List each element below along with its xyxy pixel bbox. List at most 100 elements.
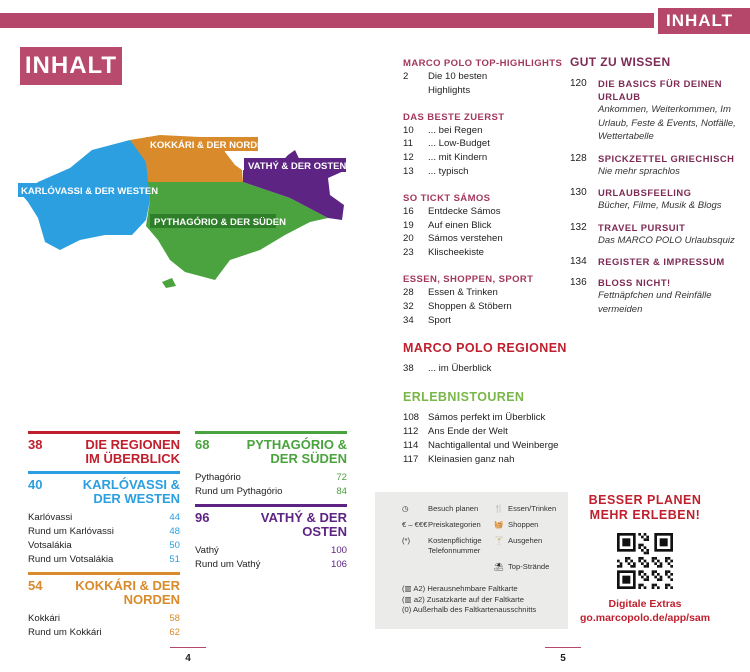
toc-entry[interactable]: 12 ... mit Kindern bbox=[403, 151, 568, 165]
toc-entry[interactable]: 20 Sámos verstehen bbox=[403, 232, 568, 246]
region-entry[interactable]: Votsalákia 50 bbox=[28, 539, 180, 553]
toc-section-heading: ERLEBNISTOUREN bbox=[403, 390, 525, 405]
toc-entry-label: Sámos verstehen bbox=[428, 233, 503, 245]
digital-extras-url[interactable]: go.marcopolo.de/app/sam bbox=[580, 612, 711, 624]
gut-zu-wissen-entry[interactable]: 120 DIE BASICS FÜR DEINEN URLAUB Ankommen,… bbox=[570, 77, 745, 144]
region-entry[interactable]: Rund um Vathý 106 bbox=[195, 558, 347, 572]
region-entry-page: 44 bbox=[169, 512, 180, 523]
svg-text:VATHÝ & DER OSTEN: VATHÝ & DER OSTEN bbox=[248, 160, 346, 172]
page-title: INHALT bbox=[20, 47, 122, 85]
region-entry-label: Pythagório bbox=[195, 472, 241, 483]
toc-entry-label: Klischeekiste bbox=[428, 247, 484, 259]
entry-page-number: 120 bbox=[570, 78, 587, 89]
toc-entry[interactable]: 108 Sámos perfekt im Überblick bbox=[403, 411, 568, 425]
svg-text:PYTHAGÓRIO & DER SÜDEN: PYTHAGÓRIO & DER SÜDEN bbox=[154, 216, 286, 228]
gut-zu-wissen-entry[interactable]: 134 REGISTER & IMPRESSUM bbox=[570, 255, 745, 268]
region-entry-page: 51 bbox=[169, 554, 180, 565]
toc-page-number: 13 bbox=[403, 165, 414, 177]
legend-map-note: (▥ A2) Herausnehmbare Faltkarte bbox=[402, 584, 518, 593]
samos-region-map: KOKKÁRI & DER NORDEN VATHÝ & DER OSTEN K… bbox=[18, 135, 346, 288]
region-page-number: 38 bbox=[28, 437, 43, 452]
toc-entry[interactable]: 32 Shoppen & Stöbern bbox=[403, 300, 568, 314]
region-entry[interactable]: Rund um Karlóvassi 48 bbox=[28, 525, 180, 539]
region-page-number: 68 bbox=[195, 437, 210, 452]
toc-page-number: 10 bbox=[403, 124, 414, 136]
toc-entry[interactable]: Highlights bbox=[403, 84, 568, 98]
toc-entry[interactable]: 19 Auf einen Blick bbox=[403, 219, 568, 233]
toc-page-number: 38 bbox=[403, 363, 414, 375]
region-heading[interactable]: 96 VATHÝ & DER OSTEN bbox=[195, 504, 347, 539]
toc-entry-label: Entdecke Sámos bbox=[428, 205, 501, 217]
entry-text: TRAVEL PURSUIT Das MARCO POLO Urlaubsquiz bbox=[598, 221, 735, 248]
toc-entry[interactable]: 28 Essen & Trinken bbox=[403, 286, 568, 300]
gut-zu-wissen-entry[interactable]: 130 URLAUBSFEELING Bücher, Filme, Musik & … bbox=[570, 186, 745, 213]
toc-entry[interactable]: 13 ... typisch bbox=[403, 165, 568, 179]
region-entry-label: Rund um Kokkári bbox=[28, 627, 102, 638]
map-label-east: VATHÝ & DER OSTEN bbox=[244, 158, 346, 172]
toc-page-number: 20 bbox=[403, 233, 414, 245]
region-entry[interactable]: Rund um Kokkári 62 bbox=[28, 626, 180, 640]
toc-page-number: 114 bbox=[403, 439, 419, 451]
entry-text: URLAUBSFEELING Bücher, Filme, Musik & Blo… bbox=[598, 186, 722, 213]
gut-zu-wissen-entry[interactable]: 136 BLOSS NICHT! Fettnäpfchen und Reinfäll… bbox=[570, 276, 745, 316]
toc-entry[interactable]: 117 Kleinasien ganz nah bbox=[403, 453, 568, 467]
toc-entry[interactable]: 38 ... im Überblick bbox=[403, 362, 568, 376]
region-entry-label: Karlóvassi bbox=[28, 512, 73, 523]
region-heading[interactable]: 54 KOKKÁRI & DER NORDEN bbox=[28, 572, 180, 607]
toc-entry-label: Nachtigallental und Weinberge bbox=[428, 439, 559, 451]
toc-page-number: 12 bbox=[403, 152, 414, 164]
region-group: 68 PYTHAGÓRIO & DER SÜDEN Pythagório 72 Rund… bbox=[195, 431, 347, 499]
toc-entry[interactable]: 34 Sport bbox=[403, 314, 568, 328]
entry-subtitle: Nie mehr sprachlos bbox=[598, 165, 680, 177]
map-region-south[interactable] bbox=[146, 182, 328, 280]
clock-icon: ◷ bbox=[402, 504, 409, 513]
toc-entry[interactable]: 114 Nachtigallental und Weinberge bbox=[403, 439, 568, 453]
toc-page-number bbox=[403, 84, 428, 98]
entry-subtitle: Ankommen, Weiterkommen, Im Urlaub, Feste… bbox=[598, 104, 736, 142]
toc-entry-label: Kleinasien ganz nah bbox=[428, 453, 515, 465]
toc-section: ERLEBNISTOUREN 108 Sámos perfekt im Überbl… bbox=[403, 389, 568, 466]
region-entry[interactable]: Rund um Votsalákia 51 bbox=[28, 553, 180, 567]
toc-entry[interactable]: 16 Entdecke Sámos bbox=[403, 205, 568, 219]
toc-entry-label: ... typisch bbox=[428, 165, 469, 177]
gut-zu-wissen-entry[interactable]: 128 SPICKZETTEL GRIECHISCH Nie mehr sprach… bbox=[570, 152, 745, 179]
region-entry-label: Rund um Vathý bbox=[195, 559, 261, 570]
toc-entry[interactable]: 2 Die 10 besten bbox=[403, 70, 568, 84]
region-entry[interactable]: Karlóvassi 44 bbox=[28, 511, 180, 525]
legend-label: Top-Strände bbox=[508, 562, 550, 571]
toc-entry-label: ... bei Regen bbox=[428, 124, 483, 136]
region-heading[interactable]: 40 KARLÓVASSI & DER WESTEN bbox=[28, 471, 180, 506]
page-number-right: 5 bbox=[545, 647, 581, 664]
qr-code[interactable] bbox=[617, 533, 673, 589]
region-entry-page: 58 bbox=[169, 613, 180, 624]
region-entry[interactable]: Pythagório 72 bbox=[195, 471, 347, 485]
toc-entry[interactable]: 112 Ans Ende der Welt bbox=[403, 425, 568, 439]
entry-page-number: 130 bbox=[570, 187, 587, 198]
entry-page-number: 134 bbox=[570, 256, 587, 267]
entry-page-number: 132 bbox=[570, 221, 587, 233]
gut-zu-wissen-entry[interactable]: 132 TRAVEL PURSUIT Das MARCO POLO Urlaubsq… bbox=[570, 221, 745, 248]
region-entry[interactable]: Rund um Pythagório 84 bbox=[195, 485, 347, 499]
region-entry[interactable]: Kokkári 58 bbox=[28, 612, 180, 626]
entry-title: REGISTER & IMPRESSUM bbox=[598, 256, 725, 267]
toc-section: SO TICKT SÁMOS 16 Entdecke Sámos 19 Auf eine… bbox=[403, 192, 568, 260]
entry-subtitle: Fettnäpfchen und Reinfälle vermeiden bbox=[598, 290, 712, 315]
regions-column-right: 68 PYTHAGÓRIO & DER SÜDEN Pythagório 72 Rund… bbox=[195, 431, 347, 577]
region-entry[interactable]: Vathý 100 bbox=[195, 544, 347, 558]
toc-page-number: 16 bbox=[403, 205, 414, 217]
toc-entry[interactable]: 10 ... bei Regen bbox=[403, 124, 568, 138]
region-entry-label: Kokkári bbox=[28, 613, 60, 624]
region-heading[interactable]: 68 PYTHAGÓRIO & DER SÜDEN bbox=[195, 431, 347, 466]
toc-section-heading: MARCO POLO REGIONEN bbox=[403, 341, 567, 356]
entry-text: BLOSS NICHT! Fettnäpfchen und Reinfälle v… bbox=[598, 276, 745, 316]
toc-entry[interactable]: 11 ... Low-Budget bbox=[403, 137, 568, 151]
entry-page-number: 136 bbox=[570, 277, 587, 288]
region-entry-label: Rund um Pythagório bbox=[195, 486, 283, 497]
legend-map-note: (0) Außerhalb des Faltkartenausschnitts bbox=[402, 605, 537, 614]
entry-title: TRAVEL PURSUIT bbox=[598, 221, 686, 233]
toc-entry[interactable]: 23 Klischeekiste bbox=[403, 246, 568, 260]
toc-entry-label: ... mit Kindern bbox=[428, 152, 488, 164]
entry-text: DIE BASICS FÜR DEINEN URLAUB Ankommen, We… bbox=[598, 77, 745, 144]
toc-page-number: 117 bbox=[403, 453, 419, 465]
region-heading[interactable]: 38 DIE REGIONEN IM ÜBERBLICK bbox=[28, 431, 180, 466]
